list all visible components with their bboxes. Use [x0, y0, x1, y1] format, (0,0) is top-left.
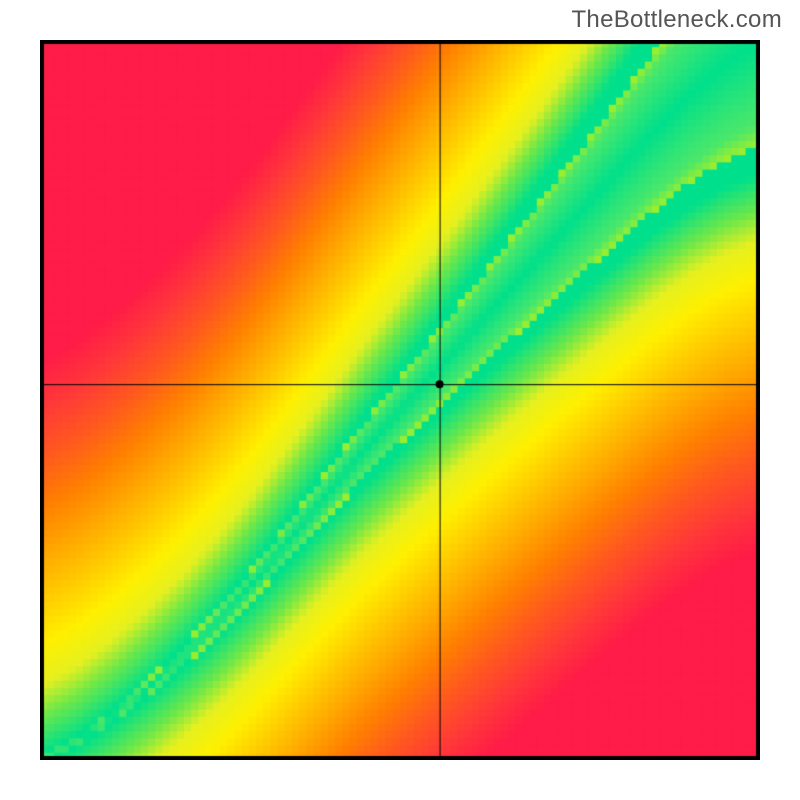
watermark-label: TheBottleneck.com [571, 6, 782, 34]
heatmap-canvas [40, 40, 760, 760]
chart-container: TheBottleneck.com [0, 0, 800, 800]
heatmap-plot [40, 40, 760, 760]
